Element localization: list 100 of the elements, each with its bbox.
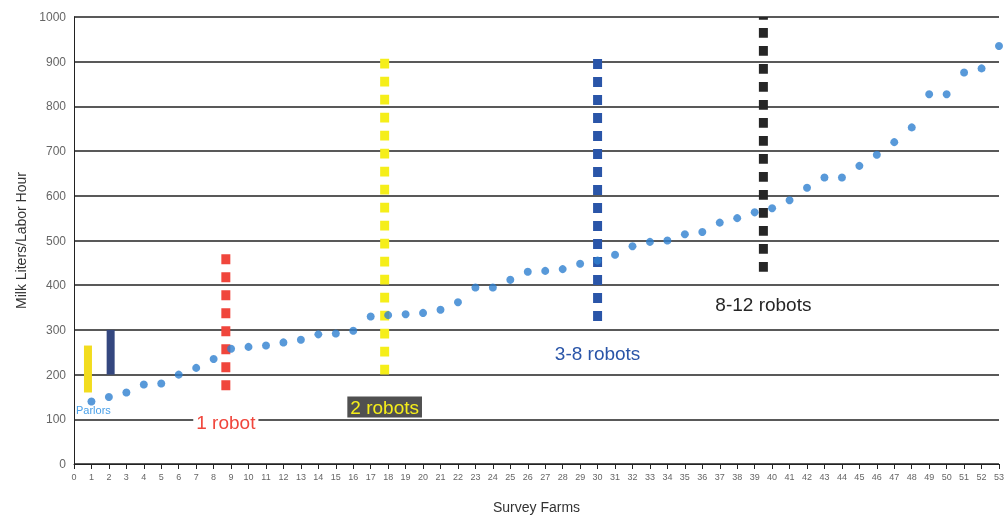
point [750,208,759,217]
x-tick-label: 22 [452,471,463,482]
y-tick-label: 900 [45,54,67,69]
y-tick-label: 1000 [39,10,67,24]
x-tick-label: 11 [261,471,271,482]
point [837,173,846,182]
x-tick-label: 32 [627,471,638,482]
series-label: 8-12 robots [715,293,812,315]
point [977,64,986,73]
point [925,90,934,99]
point [314,330,323,339]
point [349,326,358,335]
point [942,90,951,99]
y-tick-label: 600 [45,188,67,203]
x-tick-label: 15 [330,471,341,482]
x-tick-label: 20 [418,471,429,482]
point [611,250,620,259]
x-tick-label: 8 [211,471,217,482]
point [733,214,742,223]
point [122,388,131,397]
x-tick-label: 35 [679,471,690,482]
x-tick-label: 14 [313,471,324,482]
y-tick-label: 400 [45,278,67,293]
point [890,138,899,147]
x-tick-label: 23 [470,471,481,482]
point [872,150,881,159]
x-tick-label: 27 [540,471,551,482]
x-tick-label: 5 [158,471,164,482]
point [541,266,550,275]
point [960,68,969,77]
x-tick-label: 41 [784,471,795,482]
y-tick-label: 100 [45,412,67,427]
y-tick-label: 700 [45,144,67,159]
point [768,204,777,213]
x-tick-label: 51 [959,471,970,482]
point [715,218,724,227]
point [523,267,532,276]
x-tick-label: 34 [662,471,673,482]
point [331,329,340,338]
point [995,42,1003,51]
x-tick-label: 16 [348,471,359,482]
x-tick-label: 1 [88,471,94,482]
point [227,344,236,353]
point [576,259,585,268]
point [628,242,637,251]
x-tick-label: 53 [993,471,1004,482]
x-tick-label: 38 [732,471,743,482]
annotation: Parlors [76,403,112,416]
x-tick-label: 7 [193,471,199,482]
x-tick-label: 24 [487,471,498,482]
x-tick-label: 4 [141,471,147,482]
point [803,183,812,192]
x-tick-label: 9 [228,471,234,482]
point [384,311,393,320]
x-tick-label: 30 [592,471,603,482]
point [488,283,497,292]
x-tick-label: 18 [383,471,394,482]
point [680,230,689,239]
x-tick-label: 28 [557,471,568,482]
point [663,236,672,245]
x-tick-label: 2 [106,471,112,482]
x-tick-label: 47 [889,471,900,482]
x-axis-title: Survey Farms [492,499,581,515]
x-tick-label: 25 [505,471,516,482]
point [401,310,410,319]
point [593,256,602,265]
x-tick-label: 19 [400,471,411,482]
x-tick-label: 0 [71,471,77,482]
x-tick-label: 50 [941,471,952,482]
point [244,342,253,351]
point [157,379,166,388]
x-tick-label: 44 [836,471,847,482]
series-label: 2 robots [350,396,419,418]
x-tick-label: 13 [295,471,306,482]
point [453,298,462,307]
point [174,370,183,379]
x-tick-label: 37 [714,471,725,482]
point [209,354,218,363]
x-tick-label: 45 [854,471,865,482]
point [855,161,864,170]
point [279,338,288,347]
x-tick-label: 40 [767,471,778,482]
y-axis-title: Milk Liters/Labor Hour [13,171,30,309]
y-tick-label: 300 [45,322,67,337]
x-tick-label: 48 [906,471,917,482]
x-tick-label: 31 [610,471,621,482]
point [104,392,113,401]
x-tick-label: 10 [243,471,254,482]
point [87,397,96,406]
point [296,335,305,344]
series-label: 1 robot [196,412,257,434]
x-tick-label: 6 [176,471,182,482]
x-tick-label: 42 [802,471,813,482]
x-tick-label: 21 [435,471,446,482]
point [698,228,707,236]
x-tick-label: 36 [697,471,708,482]
x-tick-label: 43 [819,471,830,482]
x-tick-label: 3 [123,471,129,482]
point [785,196,794,205]
point [366,312,375,321]
